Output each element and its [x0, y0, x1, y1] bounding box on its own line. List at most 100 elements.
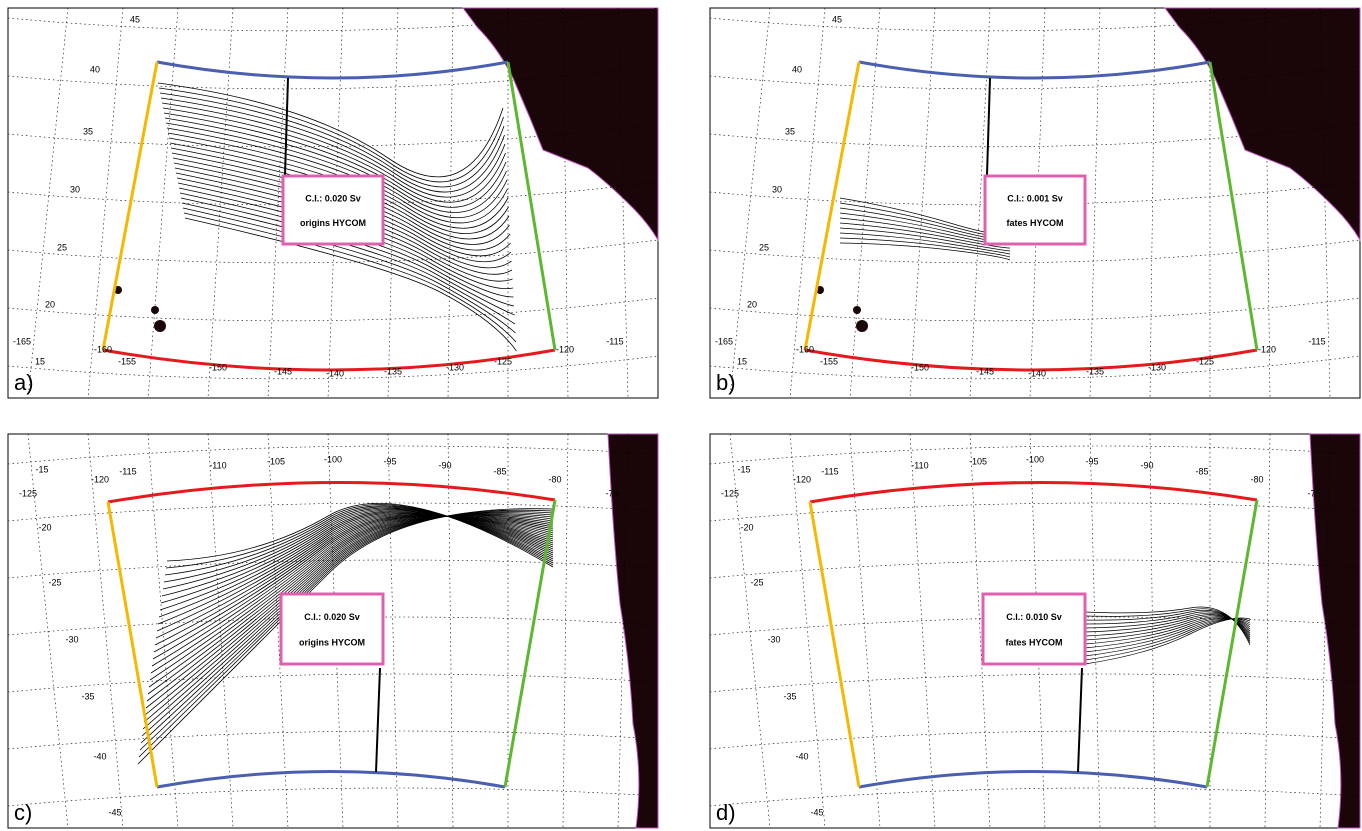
contour [159, 92, 505, 188]
lat-label: -30 [767, 634, 780, 644]
land [1164, 7, 1361, 242]
contour [839, 232, 1011, 255]
meridian [447, 7, 454, 399]
lat-label: 15 [35, 356, 45, 366]
contour [839, 222, 1011, 249]
boundary-green [506, 61, 557, 351]
boundary-yellow [808, 501, 861, 788]
lat-label: 35 [83, 126, 93, 136]
boundary-red [107, 481, 556, 504]
meridian [1149, 7, 1156, 399]
parallel [709, 7, 1361, 32]
island [154, 320, 166, 332]
lon-label: -165 [13, 336, 31, 346]
contour [166, 127, 508, 224]
lon-label: -115 [119, 466, 136, 476]
meridian [617, 7, 629, 399]
parallel [7, 559, 659, 579]
meridian [789, 433, 826, 829]
lon-label: -95 [1085, 456, 1098, 466]
lon-label: -105 [267, 456, 285, 466]
contour [167, 132, 509, 229]
contour [181, 202, 516, 325]
map-panel: C.I.: 0.010 Sv fates HYCOM -15 -20 -25 -30 -35… [709, 433, 1361, 829]
parallel [709, 559, 1361, 579]
box-text: origins HYCOM [299, 637, 365, 647]
lat-label: -15 [35, 464, 48, 474]
lon-label: -105 [969, 456, 987, 466]
lon-label: -90 [1140, 460, 1153, 470]
lat-label: 35 [785, 126, 795, 136]
meridian [387, 7, 399, 399]
lat-label: 20 [45, 299, 55, 309]
lat-label: -35 [783, 691, 796, 701]
contour [177, 182, 514, 289]
meridian [1089, 7, 1101, 399]
land [462, 7, 659, 242]
contour [158, 87, 504, 183]
contour [178, 187, 514, 298]
lon-label: -75 [1307, 488, 1320, 498]
meridian [267, 7, 289, 399]
lon-label: -130 [1148, 362, 1166, 372]
meridian [1264, 7, 1271, 399]
parallel [7, 297, 659, 322]
contour [169, 142, 510, 240]
boundary-blue [858, 60, 1211, 80]
meridian [147, 433, 179, 829]
panel-label: b) [716, 370, 736, 395]
lon-label: -100 [1026, 454, 1044, 464]
box-text: fates HYCOM [1005, 637, 1062, 647]
parallel [709, 65, 1361, 90]
parallel [709, 502, 1361, 522]
lon-label: -120 [556, 344, 574, 354]
box-text: C.I.: 0.010 Sv [1006, 612, 1062, 622]
contour [180, 197, 515, 316]
box-text: fates HYCOM [1006, 218, 1063, 228]
lon-label: -115 [1308, 336, 1325, 346]
lon-label: -125 [494, 356, 512, 366]
contour [175, 172, 513, 275]
lat-label: -20 [740, 522, 753, 532]
lon-label: -100 [324, 454, 342, 464]
lat-label: 30 [772, 184, 782, 194]
panel-label: a) [14, 370, 34, 395]
meridian [909, 433, 936, 829]
lon-label: -150 [209, 362, 227, 372]
contour [172, 157, 511, 257]
lon-label: -85 [1195, 466, 1208, 476]
lat-label: -40 [795, 751, 808, 761]
meridian [1319, 7, 1331, 399]
meridian [267, 433, 289, 829]
lon-label: -155 [820, 356, 838, 366]
parallel [709, 297, 1361, 322]
island [856, 320, 868, 332]
contour [166, 502, 554, 568]
parallel [709, 355, 1361, 380]
panel-label: d) [716, 800, 736, 825]
lon-label: -160 [796, 344, 814, 354]
parallel [7, 355, 659, 380]
parallel [709, 673, 1361, 693]
meridian [207, 433, 234, 829]
lat-label: 45 [832, 14, 842, 24]
lon-label: -150 [911, 362, 929, 372]
boundary-red [809, 481, 1258, 504]
parallel [7, 616, 659, 636]
info-box [279, 592, 385, 666]
section-line [284, 77, 289, 176]
meridian [87, 433, 124, 829]
meridian [1029, 433, 1046, 829]
boundary-green [1208, 61, 1259, 351]
boundary-blue [156, 60, 509, 80]
lon-label: -135 [384, 366, 402, 376]
boundary-blue [858, 770, 1208, 789]
meridian [969, 7, 991, 399]
map-panel: C.I.: 0.020 Sv origins HYCOM 45 40 35 30 25 20 1… [7, 7, 659, 399]
lon-label: -125 [721, 488, 739, 498]
lat-label: 30 [70, 184, 80, 194]
lat-label: -15 [737, 464, 750, 474]
lat-label: 25 [57, 242, 67, 252]
